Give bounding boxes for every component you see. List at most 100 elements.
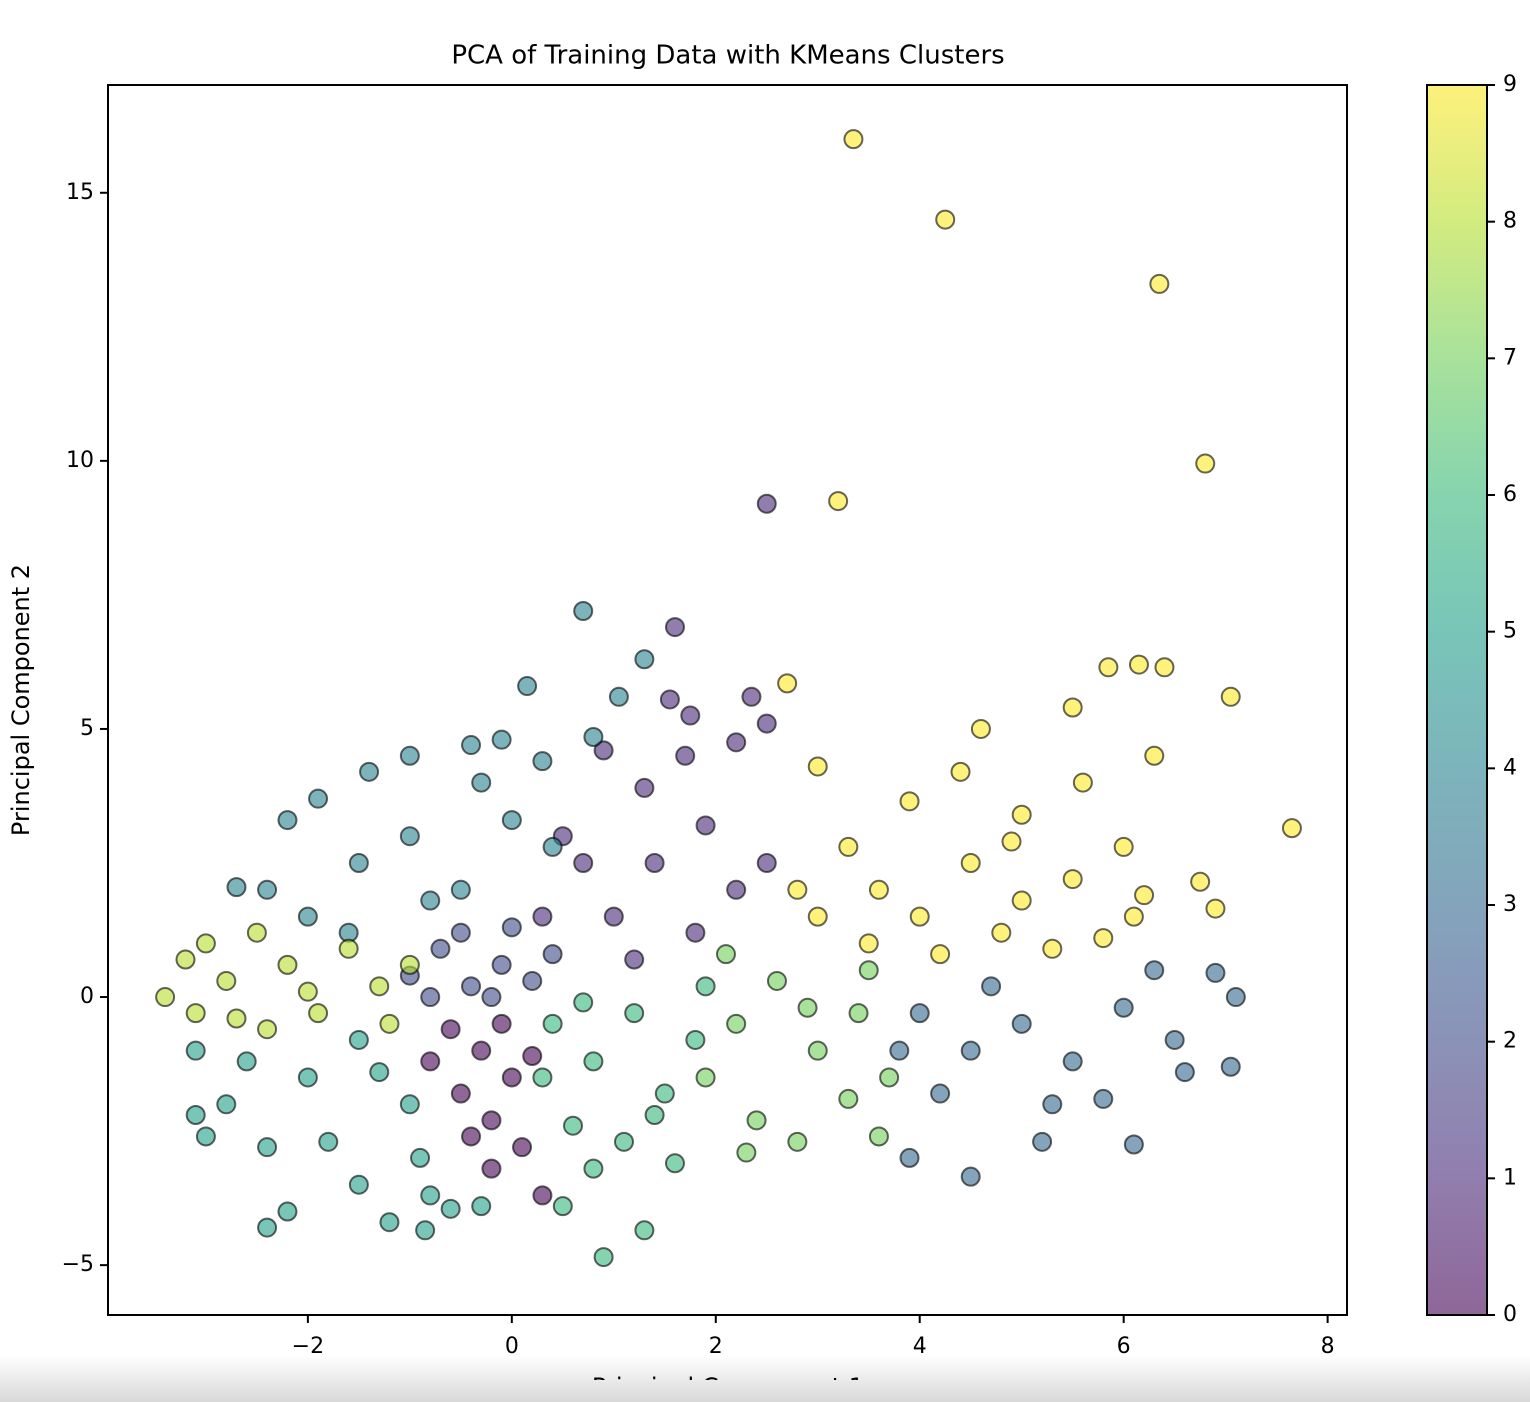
point (1062, 1051, 1083, 1072)
point (1001, 831, 1022, 852)
point (909, 1003, 930, 1024)
point (950, 761, 971, 782)
point (1225, 987, 1246, 1008)
point (359, 761, 380, 782)
point (399, 745, 420, 766)
point (185, 1040, 206, 1061)
point (726, 1013, 747, 1034)
point (695, 976, 716, 997)
point (226, 1008, 247, 1029)
point (257, 1217, 278, 1238)
point (573, 992, 594, 1013)
point (654, 1083, 675, 1104)
point (573, 600, 594, 621)
point (1220, 686, 1241, 707)
point (1149, 273, 1170, 294)
y-tick-label: 10 (66, 448, 94, 473)
point (680, 705, 701, 726)
colorbar-tick-label: 0 (1503, 1302, 1517, 1327)
point (787, 879, 808, 900)
point (471, 1040, 492, 1061)
point (930, 944, 951, 965)
plot-frame (107, 84, 1348, 1316)
point (450, 922, 471, 943)
point (308, 788, 329, 809)
point (155, 987, 176, 1008)
point (420, 1051, 441, 1072)
point (415, 1220, 436, 1241)
point (1011, 804, 1032, 825)
colorbar-tick-label: 1 (1503, 1165, 1517, 1190)
point (450, 1083, 471, 1104)
point (624, 949, 645, 970)
point (797, 997, 818, 1018)
point (756, 713, 777, 734)
point (736, 1142, 757, 1163)
point (542, 1013, 563, 1034)
point (1032, 1131, 1053, 1152)
point (664, 1153, 685, 1174)
point (471, 1196, 492, 1217)
colorbar-tick-label: 9 (1503, 72, 1517, 97)
point (369, 1062, 390, 1083)
point (644, 1105, 665, 1126)
point (379, 1212, 400, 1233)
point (1205, 962, 1226, 983)
point (644, 852, 665, 873)
point (634, 777, 655, 798)
point (379, 1013, 400, 1034)
point (369, 976, 390, 997)
point (685, 1029, 706, 1050)
point (348, 852, 369, 873)
x-tick-label: 6 (1117, 1334, 1131, 1359)
point (348, 1029, 369, 1050)
point (257, 1019, 278, 1040)
point (868, 1126, 889, 1147)
point (297, 981, 318, 1002)
point (216, 1094, 237, 1115)
point (1011, 1013, 1032, 1034)
point (532, 906, 553, 927)
point (481, 1110, 502, 1131)
point (807, 756, 828, 777)
x-axis-label: Principal Component 1 (592, 1373, 864, 1380)
point (277, 954, 298, 975)
point (430, 938, 451, 959)
point (970, 718, 991, 739)
point (552, 1196, 573, 1217)
point (1220, 1056, 1241, 1077)
point (1144, 745, 1165, 766)
point (257, 1137, 278, 1158)
point (981, 976, 1002, 997)
point (909, 906, 930, 927)
point (991, 922, 1012, 943)
point (481, 987, 502, 1008)
point (461, 976, 482, 997)
chart-title: PCA of Training Data with KMeans Cluster… (451, 41, 1004, 71)
point (1062, 697, 1083, 718)
point (236, 1051, 257, 1072)
point (593, 740, 614, 761)
point (517, 676, 538, 697)
point (563, 1115, 584, 1136)
colorbar-tick-label: 4 (1503, 755, 1517, 780)
point (828, 491, 849, 512)
point (843, 129, 864, 150)
point (659, 689, 680, 710)
point (935, 209, 956, 230)
x-tick-label: −2 (292, 1334, 324, 1359)
point (1062, 869, 1083, 890)
point (216, 970, 237, 991)
point (542, 944, 563, 965)
point (461, 1126, 482, 1147)
point (889, 1040, 910, 1061)
point (726, 732, 747, 753)
point (420, 987, 441, 1008)
point (420, 890, 441, 911)
point (573, 852, 594, 873)
point (1011, 890, 1032, 911)
point (858, 960, 879, 981)
point (440, 1198, 461, 1219)
point (715, 944, 736, 965)
point (868, 879, 889, 900)
